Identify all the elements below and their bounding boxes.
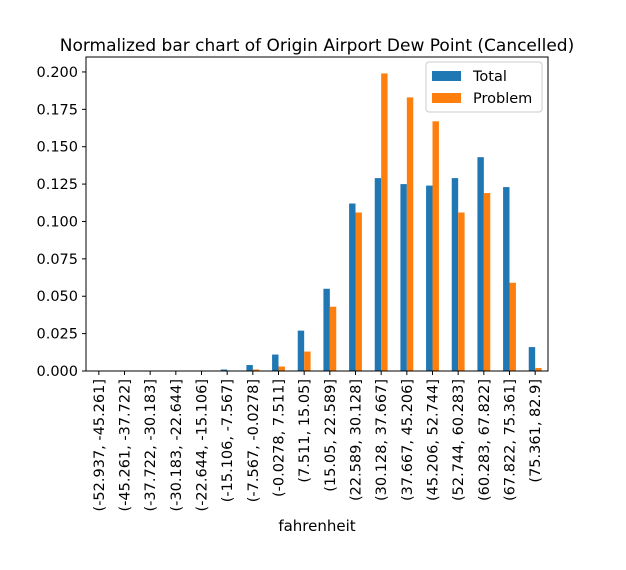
bar-total-12 (400, 184, 407, 371)
bar-problem-11 (381, 73, 388, 371)
bar-total-11 (374, 178, 382, 371)
bar-total-13 (426, 185, 433, 371)
x-tick-label: (15.05, 22.589] (323, 379, 339, 492)
y-tick-label: 0.175 (36, 102, 78, 118)
bar-problem-6 (252, 369, 260, 371)
legend-label-total: Total (472, 69, 507, 85)
bar-problem-13 (432, 121, 439, 371)
x-tick-label: (30.128, 37.667] (374, 379, 390, 501)
x-tick-label: (52.744, 60.283] (451, 379, 467, 501)
bar-total-17 (528, 347, 536, 371)
bar-total-6 (246, 365, 253, 371)
bar-problem-9 (329, 306, 337, 371)
legend-label-problem: Problem (473, 91, 532, 107)
x-tick-label: (-37.722, -30.183] (143, 379, 159, 511)
bar-total-15 (477, 157, 484, 371)
bar-total-7 (272, 354, 279, 371)
x-tick-label: (-0.0278, 7.511] (272, 379, 288, 497)
x-tick-label: (75.361, 82.9] (528, 379, 544, 483)
x-tick-label: (-15.106, -7.567] (220, 379, 236, 502)
bar-total-8 (297, 330, 305, 371)
x-tick-label: (45.206, 52.744] (426, 379, 442, 501)
bar-problem-7 (278, 366, 285, 371)
y-tick-label: 0.075 (36, 252, 78, 268)
chart-title: Normalized bar chart of Origin Airport D… (60, 36, 574, 56)
x-tick-label: (7.511, 15.05] (297, 379, 313, 483)
x-tick-label: (-30.183, -22.644] (169, 379, 185, 511)
x-tick-label: (-45.261, -37.722] (118, 379, 134, 511)
bar-problem-10 (355, 212, 362, 371)
y-tick-label: 0.125 (36, 177, 78, 193)
x-axis-label: fahrenheit (278, 517, 355, 535)
bar-problem-8 (304, 351, 311, 371)
y-tick-label: 0.150 (36, 140, 78, 156)
bar-problem-14 (458, 212, 465, 371)
legend-swatch-problem (432, 93, 461, 103)
bar-total-10 (349, 203, 356, 371)
x-tick-label: (22.589, 30.128] (349, 379, 365, 501)
bar-total-5 (220, 369, 228, 371)
bar-problem-15 (483, 193, 491, 371)
x-tick-label: (37.667, 45.206] (400, 379, 416, 501)
x-tick-label: (-7.567, -0.0278] (246, 379, 262, 502)
legend-swatch-total (432, 71, 461, 81)
bar-total-9 (323, 288, 330, 371)
bar-total-16 (503, 187, 510, 371)
x-tick-label: (-52.937, -45.261] (92, 379, 108, 511)
bar-problem-16 (509, 282, 516, 371)
plot-area: 0.000 0.025 0.050 0.075 0.100 0.125 0.150 0.175… (36, 56, 549, 511)
y-tick-label: 0.000 (36, 364, 78, 380)
axes-frame (85, 56, 549, 372)
x-tick-label: (-22.644, -15.106] (195, 379, 211, 511)
y-tick-label: 0.200 (36, 65, 78, 81)
bar-problem-12 (406, 97, 414, 372)
bar-problem-17 (535, 368, 542, 371)
x-tick-label: (67.822, 75.361] (503, 379, 519, 501)
bar-total-14 (451, 178, 459, 371)
y-tick-label: 0.025 (36, 327, 78, 343)
x-tick-label: (60.283, 67.822] (477, 379, 493, 501)
legend: Total Problem (425, 61, 543, 113)
y-tick-label: 0.050 (36, 289, 78, 305)
y-tick-label: 0.100 (36, 214, 78, 230)
